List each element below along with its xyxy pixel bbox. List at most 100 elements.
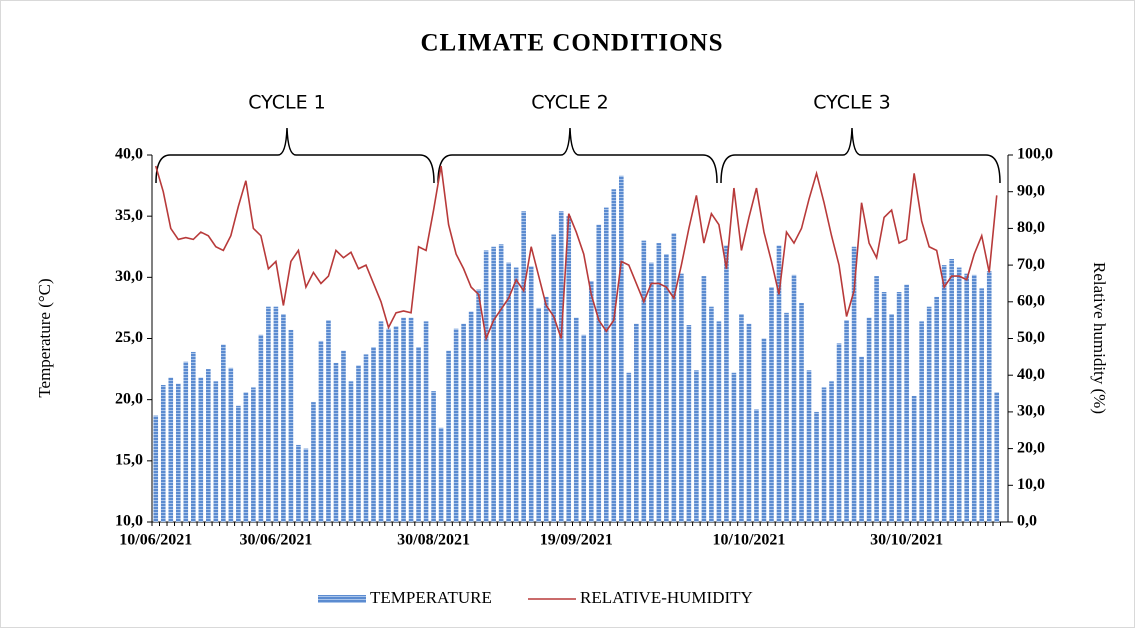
x-tick-label: 10/06/2021 [119,532,192,549]
y-tick-label: 30,0 [115,268,143,285]
bar [483,250,489,523]
chart-title: CLIMATE CONDITIONS [421,30,724,57]
bar [926,306,932,522]
bar [784,312,789,522]
legend-label: RELATIVE-HUMIDITY [580,588,753,607]
bar [686,325,692,522]
bar [363,354,369,522]
brace [720,127,1001,184]
bar [521,211,526,523]
annotation: CYCLE 2 [531,92,608,114]
bar [573,317,579,522]
bar [438,427,444,522]
bar [566,216,572,522]
bar [175,383,181,522]
bar [461,323,466,522]
y-tick-label: 35,0 [115,207,143,224]
bar [806,370,812,522]
y2-tick-label: 60,0 [1017,292,1045,309]
bar [251,387,256,522]
bar [160,384,166,522]
bar [551,234,557,522]
bar [949,258,954,522]
y2-tick-label: 80,0 [1017,219,1045,236]
bar [168,377,174,522]
brace [437,127,718,184]
bar [228,367,234,522]
bar [874,276,879,522]
bar [206,369,211,522]
bar [581,334,587,522]
y2-tick-label: 40,0 [1017,366,1045,383]
x-tick-label: 19/09/2021 [540,532,613,549]
y-tick-label: 15,0 [115,452,143,469]
bar [626,372,632,522]
bar [491,246,496,522]
bar [453,328,459,522]
bar [761,338,767,522]
y2-tick-label: 100,0 [1017,146,1053,163]
bar [468,311,474,522]
bar [311,402,316,522]
bar [371,347,376,522]
bar [836,343,842,522]
bar [716,321,722,522]
bar [183,361,189,522]
bar [746,323,752,522]
y2-axis-label: Relative humidity (%) [1090,262,1109,414]
bar [896,292,902,522]
bar [498,244,504,522]
bar [889,314,894,522]
annotation: CYCLE 1 [248,92,325,114]
bar [296,444,301,522]
bar [971,274,977,522]
bar [866,317,872,522]
bar [739,314,744,522]
bar [776,245,782,522]
y2-tick-label: 10,0 [1017,476,1045,493]
y-tick-label: 20,0 [115,390,143,407]
bar [904,284,909,522]
bar [649,262,654,522]
bar [596,224,602,523]
bar [934,296,939,522]
y-axis-label: Temperature (°C) [35,278,54,397]
bar [694,370,699,522]
bar [273,306,279,522]
bar [709,306,714,522]
bar [386,328,391,522]
bar [393,326,399,522]
bar [821,387,827,522]
bar [341,350,346,522]
bar [829,381,834,522]
bar [956,267,962,522]
y2-tick-label: 50,0 [1017,329,1045,346]
bar [198,377,204,522]
bar [964,273,970,522]
bar [446,350,451,522]
bar [266,306,271,522]
bar [153,415,159,522]
bar [603,207,609,522]
bar [258,334,264,522]
x-tick-label: 10/10/2021 [713,532,786,549]
bar [326,320,331,522]
legend-swatch [318,595,366,603]
y-tick-label: 10,0 [115,513,143,530]
bar [941,265,947,522]
bar [979,288,985,522]
bar [536,307,542,522]
bar [558,211,564,523]
bar [401,317,406,522]
bar [851,246,857,522]
bar [618,175,624,522]
bar [919,321,924,522]
y-tick-label: 40,0 [115,146,143,163]
bar [288,329,294,522]
annotation: CYCLE 3 [813,92,890,114]
x-tick-label: 30/10/2021 [870,532,943,549]
bar [671,233,677,522]
bar [318,340,324,522]
bar [356,365,361,522]
